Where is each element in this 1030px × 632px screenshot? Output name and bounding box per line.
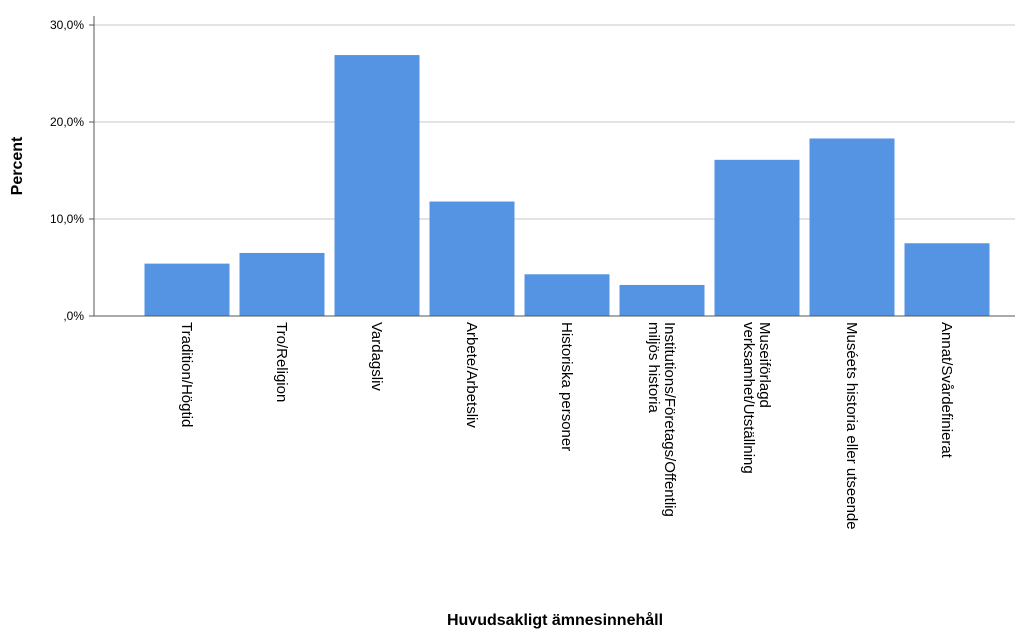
x-category-label: Muséets historia eller utseende	[843, 322, 860, 530]
bar	[809, 138, 895, 316]
x-category-label-line: Tradition/Högtid	[178, 322, 195, 427]
x-category-label-line: Institutions/Företags/Offentlig	[661, 322, 678, 517]
x-axis-title: Huvudsakligt ämnesinnehåll	[447, 611, 663, 629]
y-tick-label: 20,0%	[50, 115, 84, 129]
bar	[524, 274, 610, 316]
y-tick-label: 30,0%	[50, 18, 84, 32]
bar	[714, 159, 800, 316]
x-category-label: Tradition/Högtid	[178, 322, 195, 427]
bar	[904, 243, 990, 316]
y-tick-label: 10,0%	[50, 212, 84, 226]
x-category-label: Annat/Svårdefinierat	[938, 322, 955, 459]
x-category-label: Tro/Religion	[273, 322, 290, 402]
y-tick-labels: ,0% 10,0% 20,0% 30,0%	[50, 18, 84, 323]
x-category-label-line: Annat/Svårdefinierat	[938, 322, 955, 459]
x-category-label-line: Muséets historia eller utseende	[843, 322, 860, 530]
y-tick-label: ,0%	[63, 309, 84, 323]
x-category-label-line: Museiförlagd	[756, 322, 773, 408]
y-axis-title: Percent	[9, 136, 26, 195]
bar	[239, 252, 325, 316]
x-category-label-line: Arbete/Arbetsliv	[463, 322, 480, 428]
axes	[89, 16, 1015, 317]
x-category-label-line: miljös historia	[645, 322, 662, 414]
x-category-label-line: Vardagsliv	[368, 322, 385, 391]
x-category-label: Vardagsliv	[368, 322, 385, 391]
x-category-label-line: Historiska personer	[558, 322, 575, 451]
x-category-label: Historiska personer	[558, 322, 575, 451]
x-category-label-line: Tro/Religion	[273, 322, 290, 402]
bar	[144, 263, 230, 316]
bar	[429, 201, 515, 316]
x-category-label: Arbete/Arbetsliv	[463, 322, 480, 428]
bar	[619, 284, 705, 316]
bar	[334, 55, 420, 316]
bars	[144, 55, 990, 316]
x-category-label-line: verksamhet/Utställning	[740, 322, 757, 474]
x-category-labels: Tradition/Högtid Tro/Religion Vardagsliv Ar…	[178, 322, 955, 530]
